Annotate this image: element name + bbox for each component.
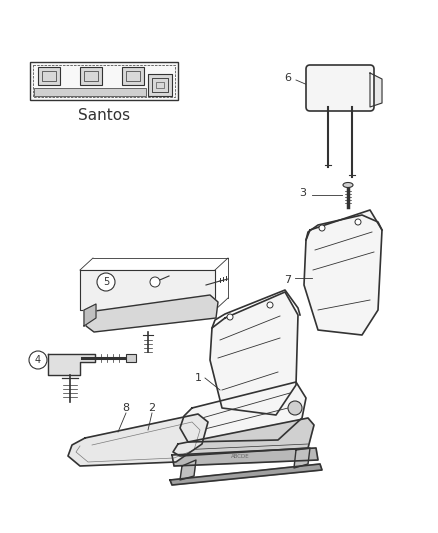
Text: 1: 1: [194, 373, 201, 383]
Bar: [148, 74, 172, 96]
Text: 2: 2: [148, 403, 155, 413]
Bar: [38, 67, 60, 85]
Circle shape: [319, 225, 325, 231]
Circle shape: [227, 314, 233, 320]
Text: Santos: Santos: [78, 108, 130, 123]
Circle shape: [29, 351, 47, 369]
Circle shape: [150, 277, 160, 287]
Text: 4: 4: [35, 355, 41, 365]
Polygon shape: [68, 414, 208, 466]
Polygon shape: [294, 448, 310, 468]
Polygon shape: [84, 304, 96, 326]
Bar: [30, 62, 178, 100]
Polygon shape: [210, 292, 298, 415]
Circle shape: [355, 219, 361, 225]
Circle shape: [267, 302, 273, 308]
Text: 8: 8: [123, 403, 130, 413]
Circle shape: [288, 401, 302, 415]
Bar: [148, 74, 172, 96]
Polygon shape: [304, 210, 382, 335]
Bar: [42, 71, 56, 81]
Bar: [122, 67, 144, 85]
Bar: [156, 82, 164, 88]
Polygon shape: [48, 354, 95, 375]
Bar: [80, 67, 102, 85]
Text: 7: 7: [284, 275, 292, 285]
Ellipse shape: [343, 182, 353, 188]
Polygon shape: [370, 73, 382, 107]
Polygon shape: [170, 464, 322, 485]
Polygon shape: [86, 295, 218, 332]
Text: 6: 6: [285, 73, 292, 83]
Bar: [33, 65, 175, 97]
Polygon shape: [173, 418, 314, 456]
Polygon shape: [180, 460, 196, 480]
Bar: [126, 354, 136, 362]
Bar: [152, 78, 168, 92]
Polygon shape: [180, 382, 306, 442]
Polygon shape: [172, 448, 318, 466]
Circle shape: [97, 273, 115, 291]
Text: 3: 3: [300, 188, 307, 198]
Bar: [34, 88, 146, 96]
Bar: [126, 71, 140, 81]
Text: ABCDE: ABCDE: [231, 455, 249, 459]
Bar: [152, 78, 168, 92]
Bar: [84, 71, 98, 81]
FancyBboxPatch shape: [306, 65, 374, 111]
Text: 5: 5: [103, 277, 109, 287]
Polygon shape: [80, 270, 215, 310]
